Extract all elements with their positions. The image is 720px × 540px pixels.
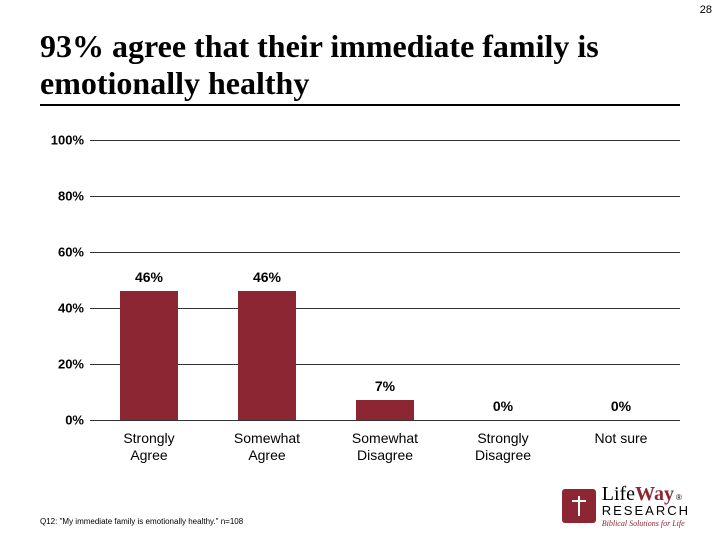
y-axis-label: 60% [40,245,84,260]
bar [120,291,178,420]
bar-group: 0% [444,140,562,420]
data-label: 7% [375,378,395,394]
x-axis-label: Not sure [562,430,680,447]
data-label: 46% [253,269,281,285]
bar [356,400,414,420]
logo-research: RESEARCH [602,503,690,518]
bar-group: 46% [208,140,326,420]
plot-area: 46% 46% 7% 0% 0% [90,140,680,420]
data-label: 46% [135,269,163,285]
y-axis-label: 20% [40,357,84,372]
data-label: 0% [611,398,631,414]
y-axis-label: 80% [40,189,84,204]
slide-title: 93% agree that their immediate family is… [40,28,680,106]
x-axis-label: StronglyDisagree [444,430,562,464]
lifeway-logo: LifeWay® RESEARCH Biblical Solutions for… [562,483,690,528]
data-label: 0% [493,398,513,414]
y-axis-label: 100% [40,133,84,148]
logo-registered: ® [676,493,682,502]
footnote: Q12: "My immediate family is emotionally… [40,517,243,526]
logo-text: LifeWay® RESEARCH Biblical Solutions for… [602,483,690,528]
logo-tagline: Biblical Solutions for Life [602,519,690,528]
x-axis-label: SomewhatAgree [208,430,326,464]
x-axis-label: SomewhatDisagree [326,430,444,464]
y-axis-label: 0% [40,413,84,428]
gridline [90,420,680,421]
bar [238,291,296,420]
bar-chart: 46%46%7%0%0% 0%20%40%60%80%100% Strongly… [40,140,680,460]
bar-group: 7% [326,140,444,420]
bar-group: 46% [90,140,208,420]
logo-cross-icon [562,489,596,523]
title-block: 93% agree that their immediate family is… [40,28,680,106]
x-axis-label: StronglyAgree [90,430,208,464]
bar-group: 0% [562,140,680,420]
page-number: 28 [700,4,712,16]
y-axis-label: 40% [40,301,84,316]
